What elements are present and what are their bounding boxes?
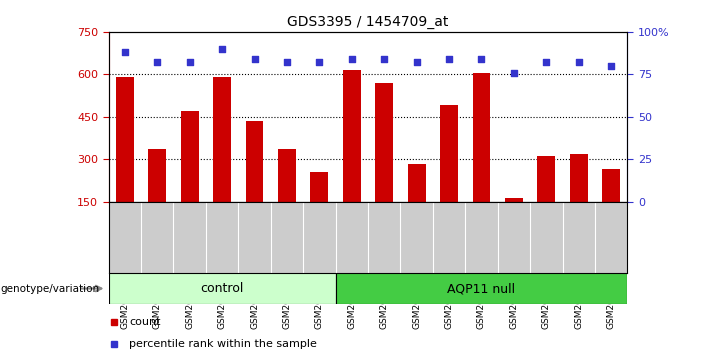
Bar [278,149,296,202]
Point [314,59,325,65]
Text: genotype/variation: genotype/variation [0,284,99,293]
Point [508,70,519,75]
Text: count: count [130,317,161,327]
Bar [570,154,587,202]
Point [444,56,455,62]
Bar [440,105,458,202]
Bar [311,172,328,202]
Point [476,56,487,62]
Point [217,46,228,52]
Bar [375,83,393,202]
Text: control: control [200,282,244,295]
Text: percentile rank within the sample: percentile rank within the sample [130,339,318,349]
Bar [245,121,264,202]
Point [346,56,358,62]
Bar [505,198,523,202]
Point [249,56,260,62]
Point [573,59,585,65]
Point [119,50,130,55]
Bar [408,164,426,202]
Point [540,59,552,65]
Point [281,59,292,65]
Bar [343,70,361,202]
Bar [109,273,336,304]
Bar [336,273,627,304]
Point [606,63,617,69]
Point [411,59,422,65]
Bar [213,77,231,202]
Text: AQP11 null: AQP11 null [447,282,515,295]
Bar [472,73,491,202]
Bar [116,77,134,202]
Title: GDS3395 / 1454709_at: GDS3395 / 1454709_at [287,16,449,29]
Bar [149,149,166,202]
Point [379,56,390,62]
Point [151,59,163,65]
Bar [538,156,555,202]
Bar [602,169,620,202]
Point [184,59,196,65]
Bar [181,111,198,202]
